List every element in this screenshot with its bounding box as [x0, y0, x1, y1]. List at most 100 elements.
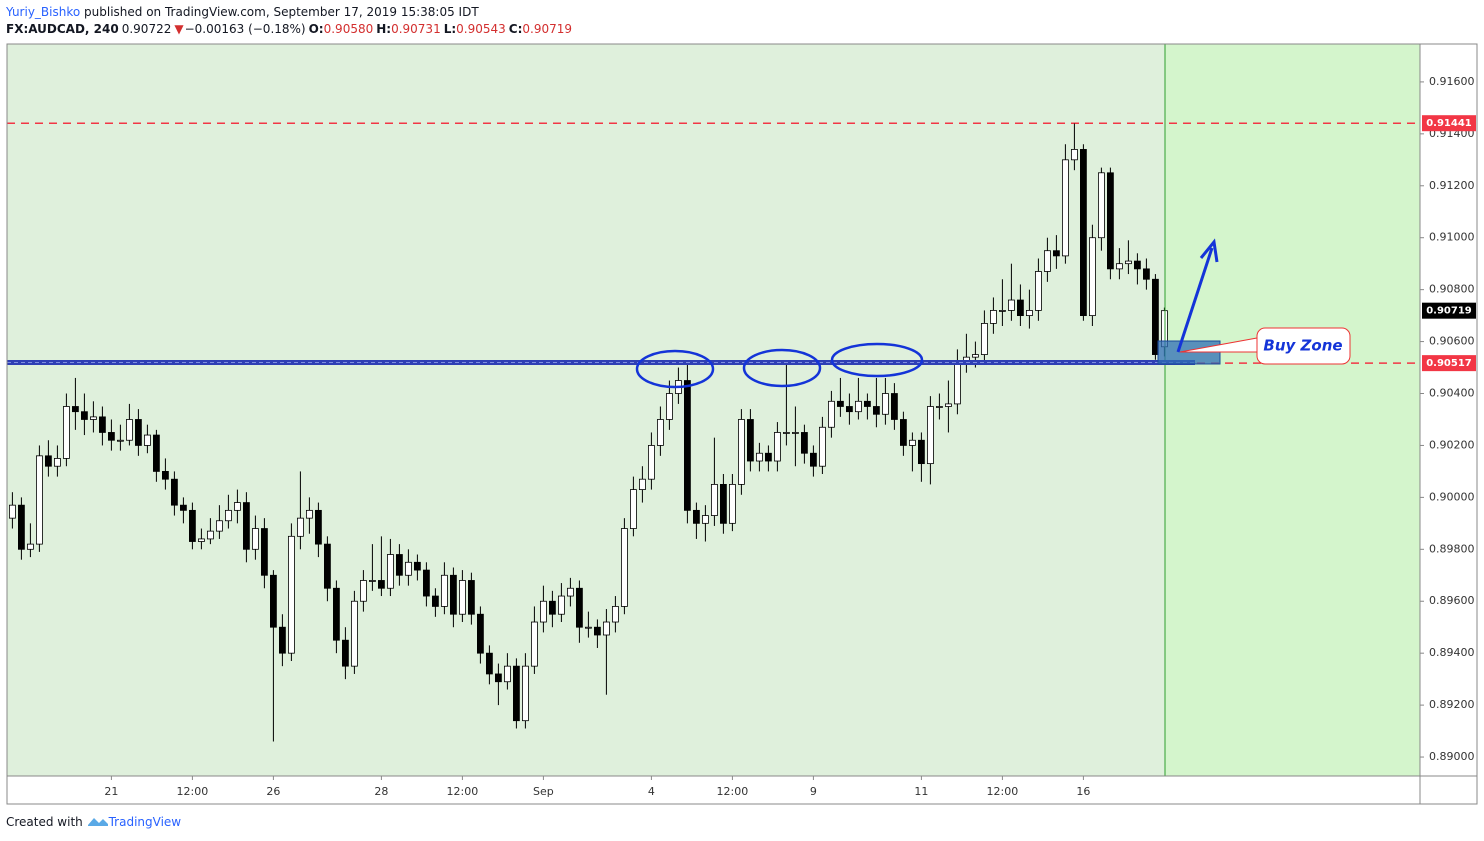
candle-body	[251, 528, 259, 550]
x-tick-label: 12:00	[177, 785, 209, 798]
ohlc-value: 0.90731	[391, 22, 441, 36]
y-tick-label: 0.91600	[1429, 75, 1475, 88]
candle-body	[90, 416, 97, 420]
candle-body	[774, 432, 781, 462]
candle-body	[233, 502, 241, 511]
candle-body	[287, 535, 295, 654]
candle-body	[341, 639, 349, 667]
candle-body	[828, 400, 835, 428]
candle-body	[549, 600, 556, 615]
candle-body	[1026, 310, 1033, 317]
candle-body	[531, 621, 538, 667]
candle-body	[314, 509, 322, 545]
candle-body	[386, 554, 394, 589]
candle-body	[431, 595, 439, 607]
y-tick-label: 0.90400	[1429, 387, 1475, 400]
candle-body	[855, 400, 862, 413]
candle-body	[1134, 260, 1141, 270]
candle-body	[639, 478, 646, 490]
candle-body	[63, 406, 70, 459]
candle-body	[413, 561, 421, 571]
logo-shape	[87, 818, 108, 826]
candle-body	[801, 432, 808, 454]
candle-body	[99, 416, 106, 433]
symbol: FX:AUDCAD, 240	[6, 22, 119, 36]
candle-body	[585, 626, 592, 629]
candle-body	[269, 574, 277, 628]
candle-body	[26, 543, 34, 550]
ohlc-value: 0.90580	[323, 22, 374, 36]
candle-body	[1080, 149, 1087, 317]
candle-body	[108, 432, 115, 441]
candle-body	[576, 587, 583, 628]
level-label-box	[1422, 355, 1476, 372]
candle-body	[837, 400, 844, 407]
candle-body	[404, 561, 412, 576]
candle-body	[945, 403, 952, 407]
candle-body	[260, 528, 268, 576]
candle-body	[36, 455, 43, 545]
candle-body	[927, 406, 934, 465]
ohlc-value: 0.90543	[456, 22, 506, 36]
candle-body	[630, 489, 637, 529]
candle-body	[972, 354, 979, 358]
candle-body	[657, 419, 664, 446]
support-line	[7, 360, 1195, 365]
x-tick-label: 28	[374, 785, 388, 798]
x-tick-label: 12:00	[447, 785, 479, 798]
candle-body	[756, 452, 763, 462]
candle-body	[819, 426, 826, 467]
candle-body	[449, 574, 457, 615]
candle-body	[45, 455, 52, 467]
candle-body	[918, 439, 925, 465]
ohlc-label: C:	[508, 22, 523, 36]
up-arrow	[1176, 238, 1219, 353]
candle-body	[612, 606, 619, 623]
candle-body	[215, 520, 223, 532]
level-label: 0.91441	[1426, 118, 1472, 129]
ohlc-label: L:	[443, 22, 457, 36]
candle-body	[720, 483, 727, 524]
candle-body	[765, 452, 772, 462]
top-circle	[635, 349, 715, 389]
candle-body	[179, 504, 187, 511]
candle-body	[711, 483, 718, 516]
candle-body	[350, 600, 358, 667]
candle-body	[594, 626, 601, 636]
logo	[87, 818, 108, 826]
candle-body	[206, 530, 214, 540]
published: published on TradingView.com, September …	[80, 5, 479, 19]
candle-body	[999, 310, 1006, 312]
price: 0.90722	[121, 22, 172, 36]
x-tick-label: 12:00	[987, 785, 1019, 798]
level-label: 0.90517	[1426, 358, 1472, 369]
candle-body	[747, 419, 754, 462]
candle-body	[161, 471, 169, 480]
x-tick-label: 21	[104, 785, 118, 798]
candle-body	[1107, 172, 1114, 270]
candle-body	[323, 543, 331, 589]
level-label-box	[1422, 302, 1476, 319]
author[interactable]: Yuriy_Bishko	[6, 5, 81, 19]
x-tick-label: 16	[1076, 785, 1090, 798]
candle-body	[422, 569, 430, 597]
change: −0.00163 (−0.18%)	[184, 22, 306, 36]
candle-body	[485, 652, 493, 675]
y-tick-label: 0.90200	[1429, 438, 1475, 451]
candle-body	[558, 595, 565, 615]
candle-body	[332, 587, 340, 641]
y-tick-label: 0.91200	[1429, 179, 1475, 192]
brand[interactable]: TradingView	[108, 815, 182, 829]
candle-body	[8, 504, 16, 519]
ohlc-label: O:	[308, 22, 324, 36]
candle-body	[377, 580, 385, 589]
header-line-1: Yuriy_Bishko published on TradingView.co…	[6, 5, 482, 19]
y-tick-label: 0.91000	[1429, 231, 1475, 244]
candle-body	[81, 411, 88, 420]
created-with: Created with	[6, 815, 83, 829]
candle-body	[395, 554, 403, 576]
candle-body	[810, 452, 817, 467]
candle-body	[954, 361, 961, 405]
candle-body	[621, 528, 628, 607]
candle-body	[54, 458, 61, 467]
